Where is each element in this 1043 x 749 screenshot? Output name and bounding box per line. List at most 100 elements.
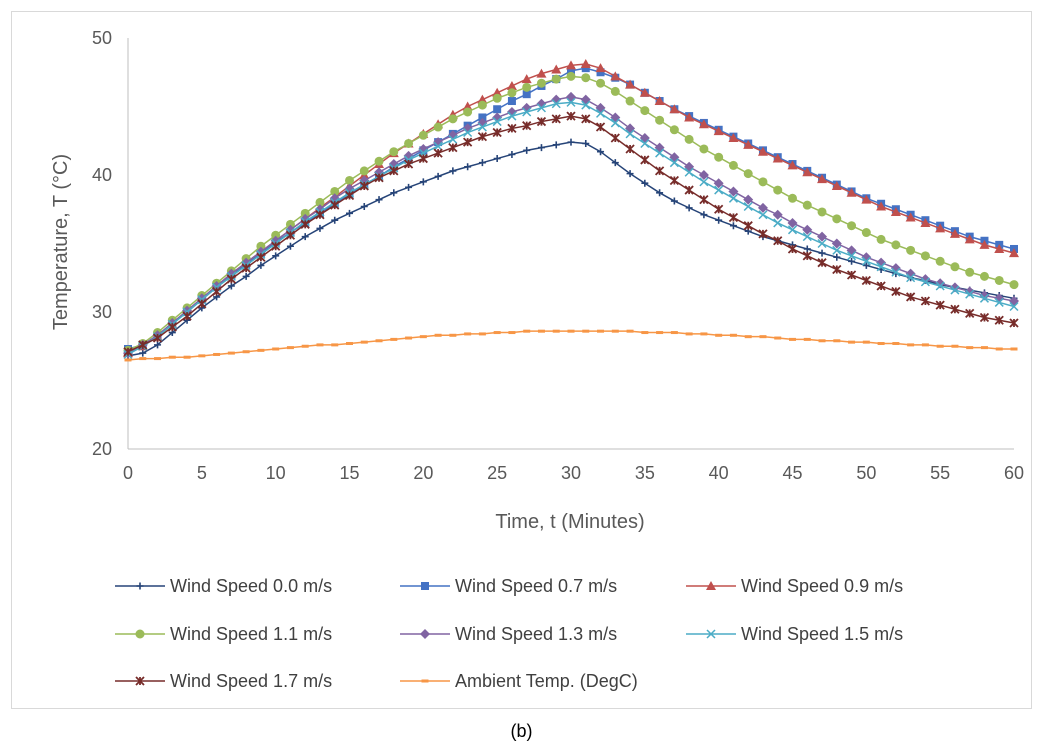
data-point (256, 252, 266, 262)
data-point (551, 99, 561, 109)
data-point (242, 350, 250, 354)
x-axis-title: Time, t (Minutes) (495, 511, 644, 533)
data-point (477, 122, 487, 132)
data-point (950, 262, 960, 272)
legend-item: Ambient Temp. (DegC) (400, 671, 638, 691)
data-point (139, 349, 147, 357)
data-point (611, 329, 619, 333)
legend-item: Wind Speed 1.5 m/s (686, 624, 903, 644)
data-point (136, 582, 144, 590)
series-line (127, 96, 1015, 354)
data-point (817, 238, 827, 249)
data-point (581, 100, 591, 110)
data-point (135, 629, 145, 639)
data-point (610, 71, 621, 81)
data-point (596, 68, 605, 77)
data-point (684, 167, 694, 177)
x-tick-label: 30 (561, 463, 581, 483)
data-point (861, 228, 871, 238)
data-point (551, 74, 561, 84)
x-tick-label: 15 (339, 463, 359, 483)
data-point (477, 100, 487, 110)
data-point (936, 344, 944, 348)
data-point (685, 204, 693, 212)
data-point (242, 272, 250, 280)
data-point (1009, 248, 1019, 258)
data-point (375, 196, 383, 204)
data-point (817, 174, 828, 184)
data-point (478, 332, 486, 336)
data-point (168, 355, 176, 359)
data-point (331, 216, 339, 224)
data-point (138, 340, 148, 350)
data-point (743, 139, 754, 149)
data-point (522, 107, 532, 117)
data-point (773, 185, 783, 195)
x-tick-label: 25 (487, 463, 507, 483)
data-point (315, 210, 325, 220)
data-point (861, 275, 871, 286)
data-point (1009, 280, 1019, 290)
data-point (848, 340, 856, 344)
data-point (580, 59, 591, 69)
data-point (434, 172, 442, 180)
data-point (891, 240, 901, 250)
data-point (684, 134, 694, 144)
data-point (300, 208, 310, 218)
data-point (905, 292, 916, 302)
legend: Wind Speed 0.0 m/s Wind Speed 0.7 m/s Wind… (115, 576, 903, 691)
data-point (920, 277, 930, 287)
data-point (994, 315, 1004, 325)
legend-item: Wind Speed 1.7 m/s (115, 671, 332, 691)
data-point (758, 229, 768, 239)
data-point (596, 108, 606, 118)
data-point (418, 153, 428, 164)
axes: 20 30 40 50 0 5 10 15 20 25 30 35 40 45 50 55 60 (92, 28, 1024, 483)
data-point (706, 629, 716, 639)
data-point (626, 170, 634, 178)
data-point (316, 343, 324, 347)
data-point (123, 347, 133, 357)
data-point (832, 214, 842, 224)
data-point (448, 142, 458, 153)
data-point (669, 175, 680, 186)
data-point (492, 93, 502, 103)
data-point (699, 144, 709, 154)
data-point (464, 163, 472, 171)
data-point (706, 581, 716, 590)
data-point (567, 329, 575, 333)
data-point (669, 104, 680, 114)
data-point (390, 337, 398, 341)
data-point (582, 329, 590, 333)
data-point (832, 264, 842, 275)
data-point (728, 133, 739, 143)
data-point (315, 197, 325, 207)
data-point (227, 282, 235, 290)
data-point (891, 267, 901, 277)
data-point (979, 312, 990, 323)
data-point (346, 342, 353, 346)
data-point (566, 91, 576, 102)
data-point (241, 263, 251, 273)
data-point (567, 138, 575, 146)
data-point (316, 224, 324, 232)
data-point (493, 331, 501, 335)
data-point (654, 96, 665, 106)
data-point (463, 107, 473, 117)
data-point (758, 177, 768, 187)
legend-item: Wind Speed 1.1 m/s (115, 624, 332, 644)
data-point (448, 134, 458, 144)
legend-label: Wind Speed 1.7 m/s (170, 671, 332, 691)
y-tick-label: 50 (92, 28, 112, 48)
data-point (728, 212, 739, 223)
data-point (831, 238, 842, 249)
data-point (846, 270, 857, 280)
x-tick-label: 35 (635, 463, 655, 483)
data-point (656, 331, 664, 335)
series-line (127, 115, 1015, 353)
data-point (536, 78, 546, 88)
data-point (787, 217, 798, 228)
data-point (477, 132, 488, 142)
data-point (1009, 318, 1019, 328)
x-tick-label: 20 (413, 463, 433, 483)
